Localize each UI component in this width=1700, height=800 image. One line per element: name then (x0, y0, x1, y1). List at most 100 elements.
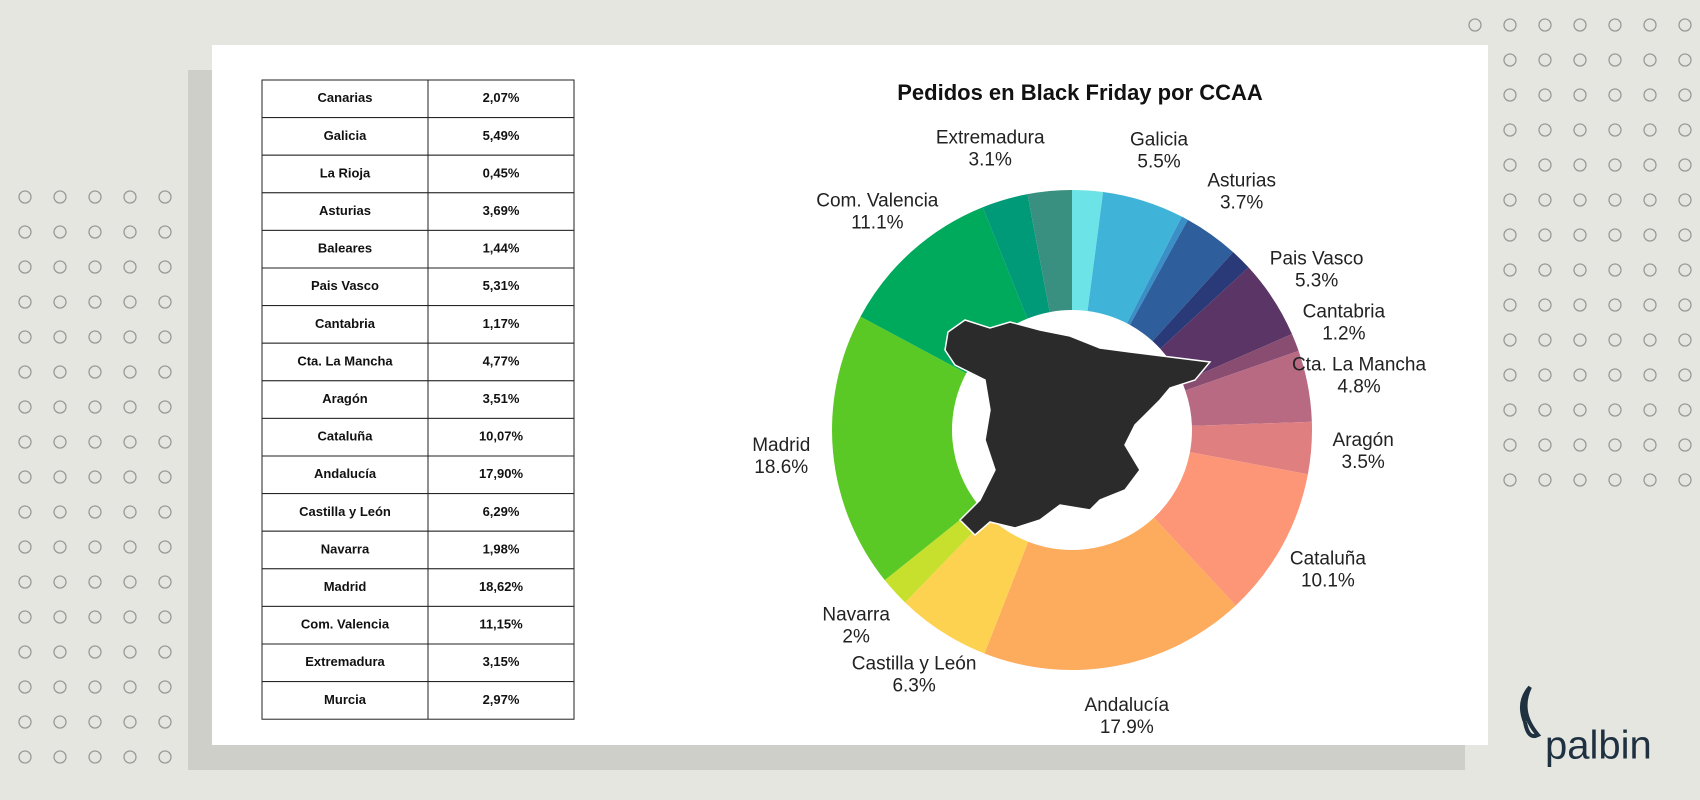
dot (1643, 193, 1657, 207)
dot (1643, 123, 1657, 137)
dot (88, 400, 102, 414)
table-row (261, 229, 575, 269)
dot (1538, 18, 1552, 32)
dot (18, 225, 32, 239)
dot (1678, 123, 1692, 137)
dot (123, 470, 137, 484)
dot (1573, 193, 1587, 207)
dot (1643, 53, 1657, 67)
logo-text: palbin (1545, 724, 1652, 768)
dot (1538, 368, 1552, 382)
dot (18, 575, 32, 589)
dot (1503, 473, 1517, 487)
value-label: 18.6% (754, 457, 808, 478)
dot (1678, 193, 1692, 207)
slice-label: Galicia (1130, 129, 1189, 150)
table-row (261, 568, 575, 607)
dot (158, 715, 172, 729)
dot (1573, 263, 1587, 277)
table-cell: Castilla y León (299, 504, 391, 519)
dot (53, 330, 67, 344)
table-row (261, 154, 575, 194)
table-row (261, 342, 575, 382)
slice-label: Pais Vasco (1270, 249, 1364, 270)
table-cell: 2,97% (483, 692, 520, 707)
dot (1678, 298, 1692, 312)
dot (1608, 88, 1622, 102)
value-label: 1.2% (1322, 323, 1365, 344)
dot (1608, 263, 1622, 277)
dot (1573, 368, 1587, 382)
table-row (261, 605, 575, 645)
dot (123, 260, 137, 274)
dot (1643, 473, 1657, 487)
dot (1643, 18, 1657, 32)
dot (1573, 88, 1587, 102)
dot (158, 750, 172, 764)
table-row (261, 455, 575, 495)
dot (18, 365, 32, 379)
dot (1678, 403, 1692, 417)
dot (18, 330, 32, 344)
dot (1608, 158, 1622, 172)
dot (1643, 333, 1657, 347)
spain-map (944, 319, 1212, 537)
slice (1152, 252, 1249, 349)
dot (88, 750, 102, 764)
dot (53, 645, 67, 659)
table-row (261, 530, 575, 570)
dot (1538, 263, 1552, 277)
dot (1503, 333, 1517, 347)
table-cell: Baleares (318, 241, 372, 256)
value-label: 11.1% (851, 212, 904, 233)
dot (1678, 438, 1692, 452)
dot (1573, 123, 1587, 137)
dot (1538, 298, 1552, 312)
dot (1538, 473, 1552, 487)
table-cell: 2,07% (483, 90, 520, 105)
dot (1678, 473, 1692, 487)
slice (1181, 334, 1299, 391)
dot (158, 295, 172, 309)
dot (123, 645, 137, 659)
dot (1608, 438, 1622, 452)
dot (18, 610, 32, 624)
dot (18, 470, 32, 484)
table-cell: 3,69% (483, 203, 520, 218)
slice (1126, 216, 1188, 325)
table-row (261, 117, 575, 156)
slice (1072, 190, 1104, 312)
dot (1608, 298, 1622, 312)
dot (1573, 333, 1587, 347)
dot (1538, 158, 1552, 172)
dot (158, 610, 172, 624)
dot (1678, 158, 1692, 172)
dot (1643, 263, 1657, 277)
table-cell: 5,49% (483, 128, 520, 143)
slice-label: Cataluña (1290, 549, 1366, 570)
dot (1608, 403, 1622, 417)
table-row (261, 417, 575, 457)
dot (158, 225, 172, 239)
slice (884, 505, 989, 603)
value-label: 4.8% (1337, 376, 1380, 397)
value-label: 5.5% (1137, 151, 1180, 172)
dot (158, 505, 172, 519)
dot (1643, 368, 1657, 382)
dot (1608, 18, 1622, 32)
dot (18, 715, 32, 729)
dot (53, 400, 67, 414)
slice (982, 194, 1050, 319)
decor-dots (18, 18, 1692, 764)
slice (832, 316, 979, 581)
dot (1503, 158, 1517, 172)
table-cell: 4,77% (483, 353, 520, 368)
dot (1468, 18, 1482, 32)
dot (1643, 88, 1657, 102)
table-cell: 1,44% (483, 241, 520, 256)
dot (1503, 438, 1517, 452)
dot (158, 470, 172, 484)
dot (1573, 438, 1587, 452)
dot (1643, 228, 1657, 242)
